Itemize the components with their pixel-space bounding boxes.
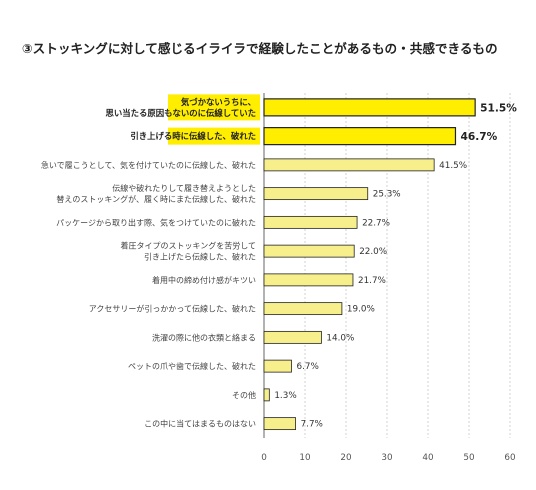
category-label: 引き上げる時に伝線した、破れた bbox=[130, 131, 256, 141]
bar bbox=[263, 215, 358, 229]
category-label: 気づかないうちに、 bbox=[181, 97, 256, 107]
category-highlight bbox=[168, 94, 260, 121]
x-tick-label: 50 bbox=[463, 453, 475, 463]
value-label: 19.0% bbox=[347, 305, 375, 315]
grid-lines bbox=[263, 93, 511, 438]
value-label: 7.7% bbox=[301, 420, 323, 430]
value-label: 22.0% bbox=[359, 247, 387, 257]
bar bbox=[263, 302, 343, 316]
bars bbox=[168, 94, 476, 431]
category-label: 急いで履こうとして、気を付けていたのに伝線した、破れた bbox=[41, 160, 256, 170]
value-label: 51.5% bbox=[480, 102, 517, 114]
category-label: 引き上げたら伝線した、破れた bbox=[144, 252, 256, 262]
category-label: アクセサリーが引っかかって伝線した、破れた bbox=[89, 304, 256, 314]
chart-title: ③ストッキングに対して感じるイライラで経験したことがあるもの・共感できるもの bbox=[22, 41, 498, 56]
bar bbox=[263, 244, 355, 258]
value-label: 21.7% bbox=[358, 276, 386, 286]
category-label: 替えのストッキングが、履く時にまた伝線した、破れた bbox=[56, 194, 256, 204]
bar bbox=[263, 388, 270, 402]
category-label: パッケージから取り出す際、気をつけていたのに破れた bbox=[56, 217, 256, 227]
category-label: この中に当てはまるものはない bbox=[144, 419, 256, 429]
value-label: 41.5% bbox=[439, 161, 467, 171]
category-label: 着圧タイプのストッキングを苦労して bbox=[120, 241, 256, 251]
x-tick-label: 20 bbox=[340, 453, 352, 463]
value-label: 46.7% bbox=[460, 131, 497, 143]
bar bbox=[263, 417, 296, 431]
bar bbox=[263, 158, 435, 172]
category-label: 伝線や破れたりして履き替えようとした bbox=[112, 183, 256, 193]
bar bbox=[263, 273, 354, 287]
category-highlight bbox=[168, 127, 260, 145]
bar bbox=[263, 98, 476, 117]
category-label: その他 bbox=[232, 390, 256, 400]
category-label: 洗濯の際に他の衣類と絡まる bbox=[152, 332, 256, 342]
category-label: ペットの爪や歯で伝線した、破れた bbox=[128, 361, 256, 371]
x-tick-label: 60 bbox=[504, 453, 516, 463]
value-label: 25.3% bbox=[373, 190, 401, 200]
x-tick-label: 30 bbox=[381, 453, 393, 463]
x-tick-label: 0 bbox=[261, 453, 267, 463]
value-label: 6.7% bbox=[296, 362, 318, 372]
x-tick-label: 40 bbox=[422, 453, 434, 463]
bar bbox=[263, 359, 292, 373]
bar bbox=[263, 187, 369, 201]
bar bbox=[263, 127, 457, 146]
category-label: 着用中の締め付け感がキツい bbox=[152, 275, 256, 285]
value-label: 1.3% bbox=[274, 391, 296, 401]
value-label: 14.0% bbox=[326, 333, 354, 343]
labels: 0 10 20 30 40 50 60 51.5% 気づかないうちに、思い当たる原因もないのに伝… bbox=[41, 97, 517, 463]
x-tick-label: 10 bbox=[299, 453, 311, 463]
bar bbox=[263, 330, 322, 344]
value-label: 22.7% bbox=[362, 218, 390, 228]
category-label: 思い当たる原因もないのに伝線していた bbox=[106, 108, 257, 118]
